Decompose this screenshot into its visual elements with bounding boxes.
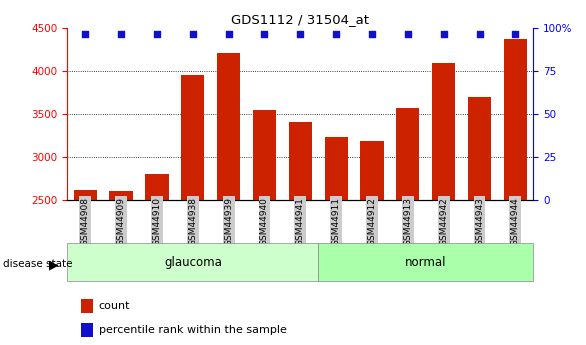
Text: GSM44941: GSM44941 (296, 197, 305, 246)
Point (475, 31, 484, 36)
Bar (81, 299, 93, 313)
Point (260, 31, 269, 36)
Point (152, 31, 162, 36)
Point (117, 31, 126, 36)
Bar (181, 75, 205, 200)
Text: GSM44911: GSM44911 (332, 197, 340, 246)
Bar (432, 63, 455, 200)
Bar (145, 174, 169, 200)
Text: count: count (98, 301, 130, 311)
Text: GSM44908: GSM44908 (81, 197, 90, 246)
Text: glaucoma: glaucoma (164, 256, 222, 269)
Point (367, 31, 377, 36)
Title: GDS1112 / 31504_at: GDS1112 / 31504_at (231, 13, 369, 27)
Bar (217, 53, 240, 200)
Bar (318, 243, 533, 281)
Point (81, 31, 90, 36)
Point (510, 31, 520, 36)
Text: GSM44912: GSM44912 (367, 197, 376, 246)
Bar (360, 141, 384, 200)
Point (188, 31, 197, 36)
Text: normal: normal (405, 256, 447, 269)
Point (439, 31, 448, 36)
Text: GSM44910: GSM44910 (152, 197, 162, 246)
Bar (81, 323, 93, 337)
Point (296, 31, 305, 36)
Bar (468, 97, 491, 200)
Bar (253, 110, 276, 200)
Text: GSM44943: GSM44943 (475, 197, 484, 246)
Point (403, 31, 413, 36)
Text: GSM44939: GSM44939 (224, 197, 233, 246)
Point (224, 31, 233, 36)
Text: GSM44944: GSM44944 (511, 197, 520, 246)
Text: GSM44942: GSM44942 (439, 197, 448, 246)
Text: GSM44913: GSM44913 (403, 197, 413, 246)
Bar (74, 190, 97, 200)
Bar (110, 190, 133, 200)
Text: GSM44940: GSM44940 (260, 197, 269, 246)
Text: disease state: disease state (3, 259, 73, 269)
Point (332, 31, 341, 36)
Bar (504, 39, 527, 200)
Bar (396, 108, 420, 200)
Bar (67, 243, 318, 281)
Text: ▶: ▶ (49, 258, 58, 272)
Text: GSM44909: GSM44909 (117, 197, 125, 246)
Bar (325, 137, 348, 200)
Text: GSM44938: GSM44938 (188, 197, 197, 246)
Text: percentile rank within the sample: percentile rank within the sample (98, 325, 287, 335)
Bar (289, 122, 312, 200)
